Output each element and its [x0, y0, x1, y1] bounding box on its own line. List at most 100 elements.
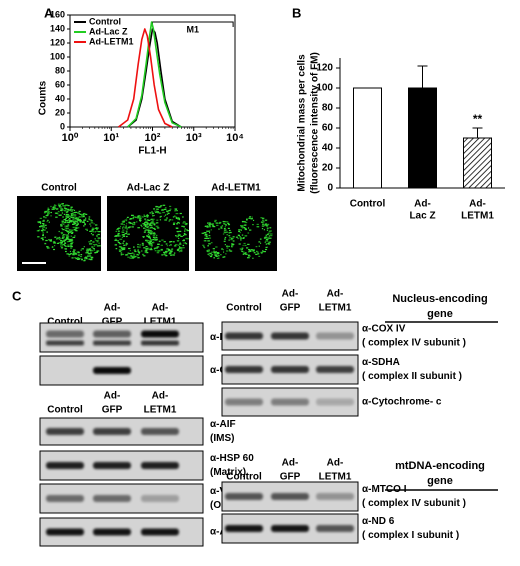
speckle	[217, 255, 220, 257]
speckle	[209, 223, 212, 225]
speckle	[169, 241, 172, 243]
speckle	[92, 248, 95, 250]
speckle	[50, 211, 52, 214]
speckle	[243, 237, 245, 239]
error-bar	[417, 65, 428, 88]
speckle	[75, 220, 78, 222]
speckle	[177, 240, 179, 242]
speckle	[225, 221, 229, 223]
speckle	[83, 213, 85, 215]
speckle	[130, 222, 133, 224]
speckle	[265, 225, 269, 227]
speckle	[123, 235, 125, 237]
mitochondria	[201, 216, 273, 259]
speckle	[228, 235, 231, 237]
speckle	[133, 246, 135, 248]
speckle	[248, 227, 250, 229]
lane-label: LETM1	[144, 405, 177, 416]
speckle	[62, 234, 64, 237]
speckle	[89, 223, 91, 225]
speckle	[50, 239, 52, 241]
speckle	[258, 255, 261, 257]
speckle	[118, 234, 120, 236]
speckle	[60, 247, 64, 249]
speckle	[148, 224, 152, 226]
speckle	[73, 252, 76, 254]
speckle	[151, 213, 153, 215]
speckle	[54, 236, 56, 238]
speckle	[60, 231, 64, 234]
speckle	[170, 249, 172, 251]
speckle	[72, 220, 75, 222]
speckle	[168, 210, 171, 212]
blot-label: α-Cytochrome- c	[362, 397, 442, 408]
speckle	[265, 223, 268, 225]
speckle	[186, 230, 190, 232]
speckle	[58, 214, 61, 216]
speckle	[182, 247, 185, 249]
speckle	[115, 238, 117, 240]
speckle	[81, 248, 84, 250]
speckle	[179, 243, 182, 245]
speckle	[43, 216, 46, 218]
speckle	[241, 250, 244, 252]
speckle	[155, 211, 157, 213]
blot-label: (Matrix)	[210, 467, 246, 478]
speckle	[261, 225, 265, 227]
speckle	[180, 235, 183, 237]
speckle	[267, 237, 271, 239]
speckle	[266, 246, 269, 248]
speckle	[88, 241, 91, 243]
speckle	[175, 227, 179, 229]
speckle	[265, 238, 269, 241]
speckle	[232, 245, 234, 247]
speckle	[70, 208, 72, 210]
x-tick-label: Ad-	[469, 199, 486, 210]
speckle	[70, 243, 73, 245]
speckle	[173, 222, 176, 224]
speckle	[248, 251, 250, 253]
speckle	[243, 227, 246, 229]
speckle	[42, 239, 45, 241]
speckle	[208, 226, 212, 228]
speckle	[74, 235, 76, 237]
speckle	[264, 237, 267, 239]
speckle	[53, 206, 56, 208]
speckle	[65, 220, 68, 222]
speckle	[72, 226, 75, 228]
speckle	[228, 245, 230, 247]
speckle	[116, 235, 118, 237]
speckle	[172, 216, 176, 218]
speckle	[44, 211, 47, 213]
speckle	[145, 239, 148, 241]
speckle	[88, 218, 90, 220]
speckle	[48, 221, 50, 223]
speckle	[149, 232, 152, 234]
speckle	[58, 230, 60, 233]
speckle	[86, 257, 88, 259]
speckle	[210, 229, 212, 231]
significance: **	[473, 112, 483, 126]
speckle	[132, 217, 134, 219]
speckle	[127, 233, 130, 235]
speckle	[68, 240, 71, 242]
speckle	[265, 240, 268, 242]
speckle	[144, 250, 147, 252]
speckle	[171, 248, 174, 250]
speckle	[70, 253, 73, 255]
speckle	[165, 250, 168, 253]
speckle	[115, 248, 118, 250]
speckle	[184, 230, 186, 233]
speckle	[181, 249, 183, 251]
speckle	[50, 205, 52, 208]
image-label: Ad-LETM1	[211, 183, 261, 194]
speckle	[124, 226, 128, 229]
speckle	[232, 236, 235, 238]
speckle	[238, 230, 241, 232]
mitochondria	[114, 204, 190, 259]
speckle	[117, 228, 119, 230]
speckle	[266, 224, 270, 226]
speckle	[40, 237, 44, 239]
speckle	[92, 229, 94, 231]
speckle	[71, 231, 74, 233]
